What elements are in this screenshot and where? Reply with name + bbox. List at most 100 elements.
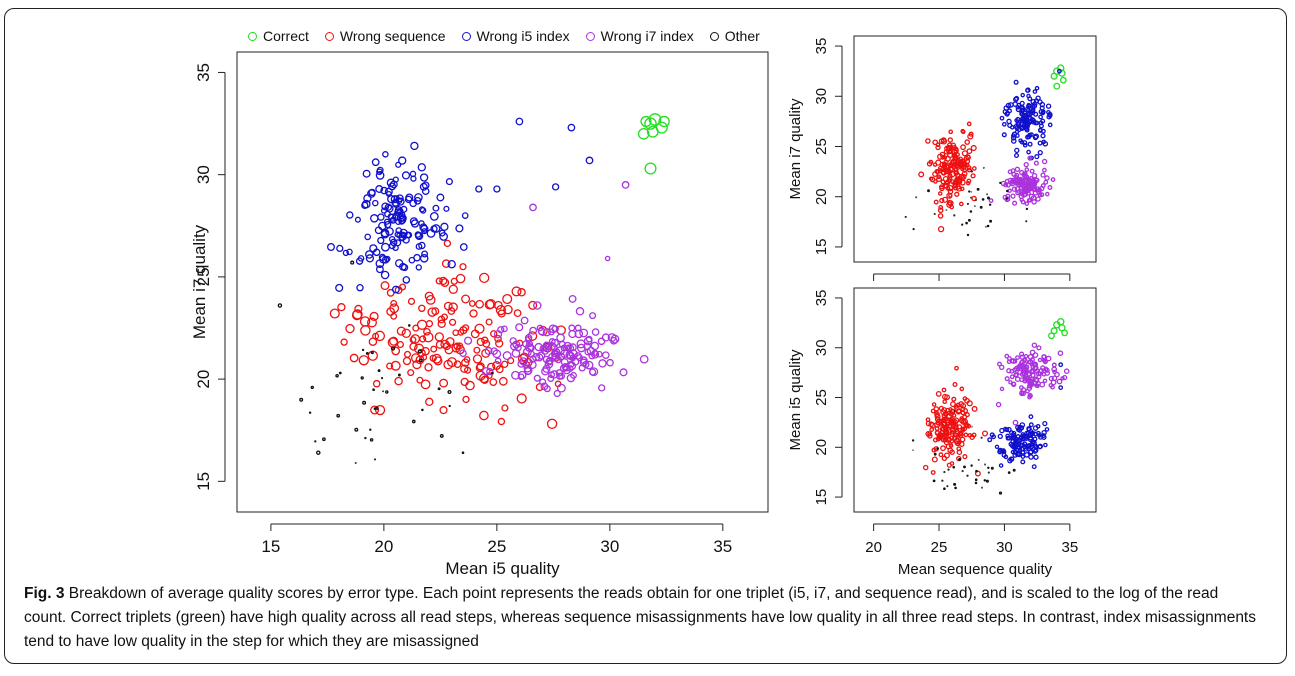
point-wrong-i7-index: [1036, 190, 1042, 195]
point-wrong-i5-index: [365, 250, 374, 259]
point-wrong-i7-index: [511, 370, 520, 380]
point-wrong-sequence: [501, 404, 509, 412]
point-wrong-i7-index: [1039, 192, 1045, 198]
point-wrong-sequence: [415, 355, 425, 365]
point-wrong-i5-index: [383, 218, 391, 225]
point-wrong-sequence: [960, 428, 966, 433]
point-wrong-i7-index: [1037, 371, 1043, 377]
point-wrong-sequence: [374, 404, 386, 416]
point-wrong-sequence: [970, 144, 977, 152]
y-axis-label: Mean i7 quality: [190, 224, 209, 339]
point-wrong-i5-index: [355, 257, 364, 265]
point-wrong-sequence: [936, 176, 942, 183]
point-wrong-sequence: [962, 396, 968, 401]
point-wrong-i5-index: [551, 183, 560, 191]
point-wrong-i7-index: [1012, 419, 1019, 426]
point-other: [1025, 207, 1029, 211]
point-wrong-sequence: [939, 185, 945, 192]
point-wrong-i5-index: [1007, 108, 1012, 114]
point-other: [977, 458, 980, 461]
point-wrong-sequence: [354, 304, 363, 313]
point-wrong-i5-index: [415, 243, 423, 250]
point-other: [943, 487, 946, 491]
point-wrong-i7-index: [1019, 390, 1025, 395]
point-wrong-i5-index: [354, 216, 361, 223]
point-wrong-i5-index: [400, 205, 408, 213]
point-other: [943, 471, 946, 474]
point-wrong-i5-index: [1001, 121, 1007, 127]
point-other: [362, 400, 367, 405]
x-tick-label: 20: [374, 537, 393, 556]
point-other: [976, 187, 980, 191]
point-other: [277, 303, 283, 308]
point-wrong-i5-index: [410, 219, 420, 228]
point-wrong-i7-index: [540, 346, 550, 355]
point-wrong-sequence: [439, 406, 448, 415]
point-wrong-i7-index: [556, 352, 565, 361]
point-wrong-i7-index: [568, 324, 576, 332]
y-tick-label: 15: [194, 472, 213, 491]
point-wrong-sequence: [460, 364, 469, 373]
point-other: [987, 471, 990, 474]
point-wrong-sequence: [349, 353, 359, 363]
point-wrong-i5-index: [1010, 449, 1016, 455]
point-wrong-i5-index: [429, 211, 439, 221]
point-wrong-i5-index: [375, 171, 385, 180]
point-wrong-sequence: [934, 416, 941, 423]
point-wrong-i5-index: [421, 228, 428, 235]
point-wrong-sequence: [407, 297, 416, 306]
point-other: [419, 358, 423, 363]
point-other: [933, 212, 936, 216]
point-wrong-sequence: [959, 436, 966, 443]
point-other: [952, 465, 955, 469]
point-other: [360, 376, 364, 380]
point-wrong-i7-index: [517, 360, 525, 368]
point-wrong-i7-index: [1027, 394, 1032, 400]
point-wrong-i5-index: [1041, 139, 1047, 145]
point-wrong-sequence: [960, 186, 965, 192]
point-wrong-sequence: [386, 307, 395, 316]
point-other: [966, 474, 969, 477]
point-wrong-i5-index: [436, 193, 445, 202]
point-wrong-i7-index: [1027, 198, 1033, 203]
point-wrong-sequence: [959, 386, 965, 392]
point-wrong-sequence: [949, 438, 955, 444]
point-wrong-sequence: [441, 313, 448, 321]
point-other: [350, 260, 355, 265]
point-other: [335, 374, 339, 378]
point-wrong-i5-index: [375, 265, 384, 274]
point-wrong-i5-index: [987, 437, 993, 443]
point-wrong-sequence: [956, 179, 963, 185]
plot-box: [853, 35, 1097, 263]
point-wrong-sequence: [925, 138, 931, 144]
point-wrong-i5-index: [1030, 107, 1036, 113]
point-wrong-i7-index: [539, 378, 547, 386]
point-wrong-sequence: [955, 408, 962, 415]
point-wrong-i7-index: [584, 360, 594, 370]
point-wrong-i5-index: [372, 199, 379, 207]
point-wrong-i5-index: [1030, 119, 1036, 125]
point-correct: [644, 162, 657, 175]
point-wrong-i7-index: [523, 367, 532, 376]
point-wrong-sequence: [421, 346, 430, 356]
point-wrong-i7-index: [1051, 362, 1057, 368]
legend-label-correct: Correct: [263, 28, 309, 44]
point-wrong-sequence: [360, 325, 371, 336]
point-wrong-i7-index: [484, 346, 493, 355]
point-wrong-sequence: [953, 427, 959, 433]
point-wrong-sequence: [497, 417, 506, 426]
point-wrong-sequence: [950, 159, 955, 165]
point-wrong-i7-index: [1044, 175, 1050, 181]
point-wrong-i5-index: [1033, 454, 1039, 460]
point-wrong-sequence: [943, 167, 949, 173]
point-correct: [1053, 82, 1061, 90]
point-wrong-i5-index: [384, 255, 391, 262]
point-wrong-i7-index: [1010, 177, 1016, 183]
point-wrong-sequence: [937, 213, 944, 219]
point-wrong-i7-index: [548, 371, 556, 379]
point-wrong-i7-index: [988, 198, 994, 203]
point-wrong-sequence: [374, 330, 386, 342]
point-other: [448, 404, 451, 408]
point-wrong-i5-index: [1020, 450, 1026, 455]
point-wrong-i5-index: [391, 198, 400, 207]
